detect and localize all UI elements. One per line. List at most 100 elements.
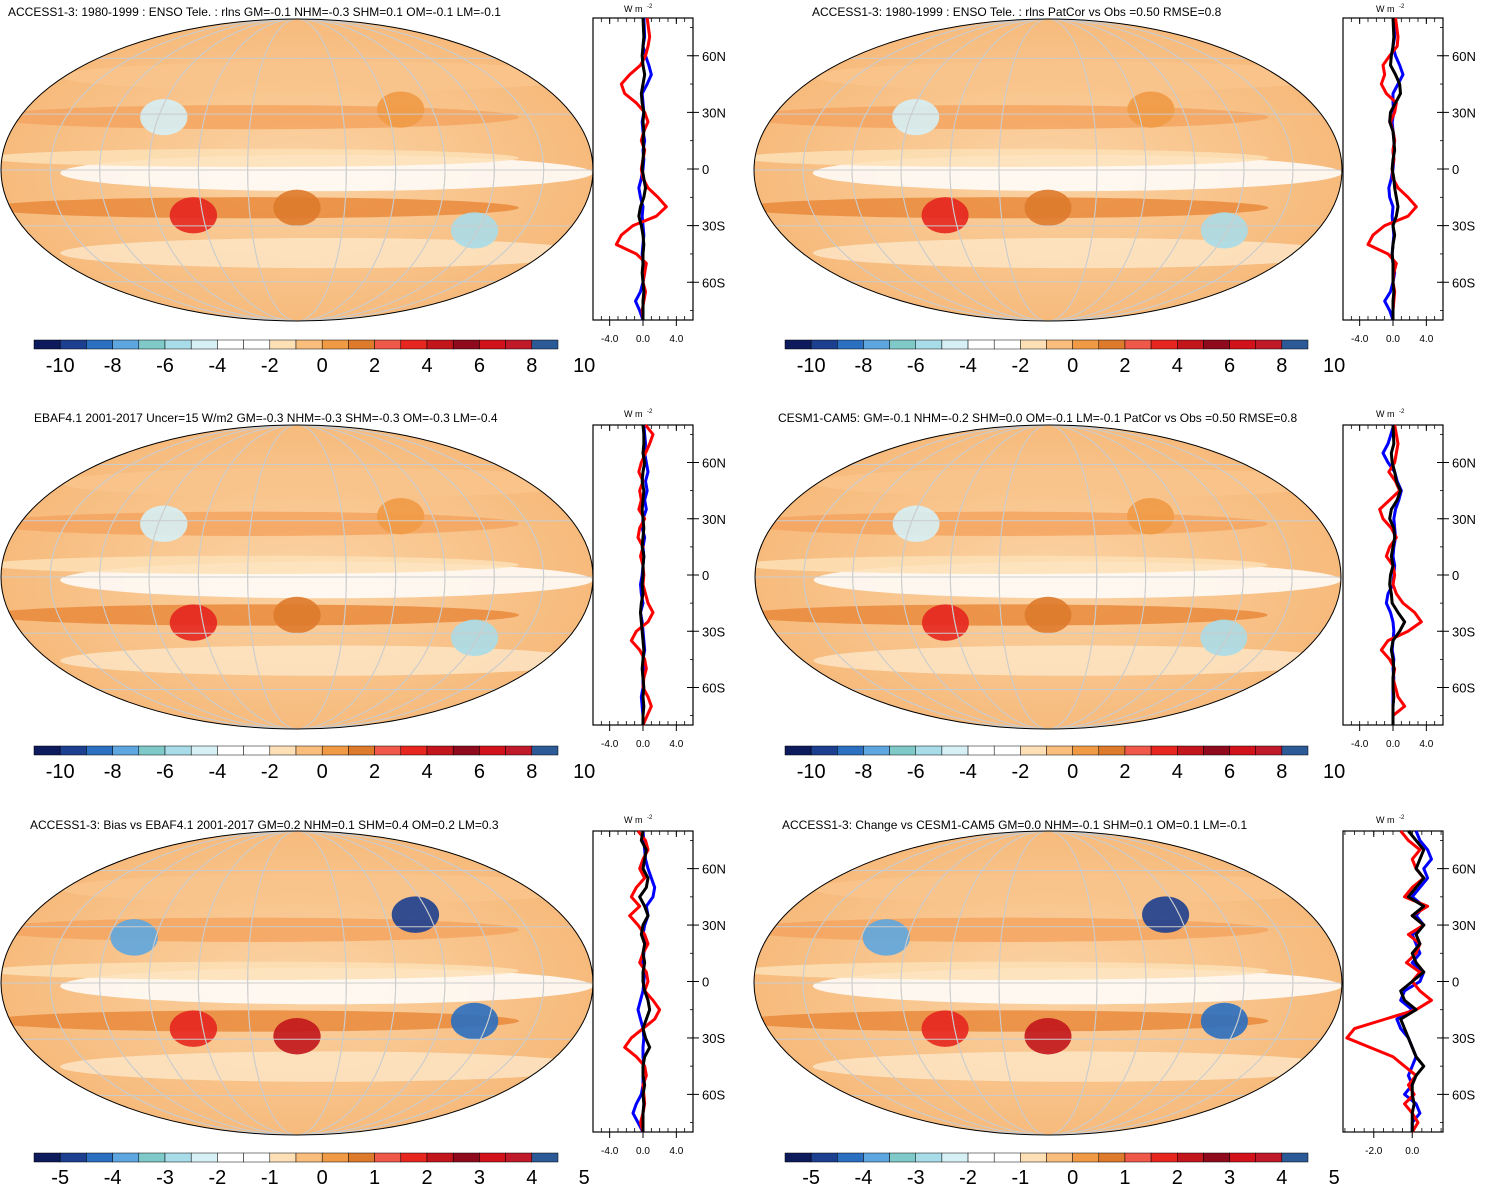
colorbar-swatch <box>1098 1152 1126 1163</box>
colorbar-tick-label: 5 <box>1329 1167 1340 1187</box>
map-anomaly-blob <box>1024 189 1072 226</box>
map-graticule-longitude <box>247 19 347 321</box>
zonal-series-black <box>639 424 647 725</box>
map-graticule-longitude <box>851 19 1245 321</box>
colorbar-swatch <box>1020 339 1047 350</box>
zonal-y-tick-label: 0 <box>1452 162 1459 177</box>
colorbar-swatch <box>1020 745 1047 756</box>
map-anomaly-band <box>754 148 1269 167</box>
map-anomaly-band <box>755 604 1268 626</box>
map-anomaly-band <box>1 1010 519 1032</box>
colorbar-tick-label: 0 <box>1067 761 1078 783</box>
zonal-series-black <box>637 17 647 320</box>
colorbar-tick-label: 4 <box>421 355 432 377</box>
colorbar-swatch <box>164 745 192 756</box>
colorbar-tick-label: -10 <box>797 761 826 783</box>
map-anomaly-band <box>60 237 593 269</box>
colorbar-swatch <box>138 339 166 350</box>
colorbar-swatch <box>993 1152 1021 1163</box>
colorbar-tick-label: 6 <box>474 355 485 377</box>
colorbar-tick-label: 0 <box>317 761 328 783</box>
colorbar-swatch <box>1281 745 1309 756</box>
colorbar-tick-label: -1 <box>261 1167 279 1187</box>
colorbar-swatch <box>1046 339 1073 350</box>
zonal-y-tick-label: 30S <box>1452 219 1475 234</box>
colorbar-swatch <box>400 339 428 350</box>
colorbar-tick-label: -4 <box>104 1167 122 1187</box>
colorbar-tick-label: -6 <box>907 761 925 783</box>
zonal-x-tick-label: 4.0 <box>1419 739 1433 750</box>
map-graticule-longitude <box>148 831 446 1135</box>
colorbar-tick-label: -1 <box>1011 1167 1029 1187</box>
colorbar-swatch <box>1020 1152 1047 1163</box>
panel-1-colorbar: -10 -8 -6 -4 -2 0 2 4 6 8 10 <box>33 339 595 377</box>
colorbar-tick-label: 0 <box>317 355 328 377</box>
colorbar-tick-label: -6 <box>156 761 174 783</box>
colorbar-swatch <box>967 745 995 756</box>
zonal-y-tick-label: 60N <box>1452 49 1476 64</box>
map-graticule-longitude <box>998 425 1098 729</box>
colorbar-swatch <box>33 339 61 350</box>
map-graticule-longitude <box>99 831 495 1135</box>
colorbar-swatch <box>967 339 995 350</box>
colorbar-swatch <box>1177 339 1204 350</box>
colorbar-swatch <box>941 745 969 756</box>
zonal-y-tick-label: 0 <box>1452 975 1459 990</box>
panel-3-colorbar: -10 -8 -6 -4 -2 0 2 4 6 8 10 <box>33 745 595 783</box>
colorbar-swatch <box>217 339 244 350</box>
map-anomaly-blob <box>922 604 969 641</box>
map-anomaly-blob <box>1024 596 1072 634</box>
colorbar-tick-label: 8 <box>1276 355 1287 377</box>
colorbar-swatch <box>190 745 218 756</box>
zonal-y-tick-label: 60S <box>702 1087 725 1102</box>
panel-5: ACCESS1-3: Bias vs EBAF4.1 2001-2017 GM=… <box>0 815 726 1187</box>
map-graticule-longitude <box>852 425 1244 729</box>
zonal-x-tick-label: 4.0 <box>669 1146 683 1157</box>
zonal-unit-label: W m <box>1376 4 1395 14</box>
map-anomaly-band <box>812 61 1342 92</box>
zonal-y-tick-label: 30N <box>1452 512 1476 527</box>
colorbar-swatch <box>889 745 916 756</box>
panel-6-map <box>753 830 1343 1136</box>
map-anomaly-band <box>1 197 519 219</box>
colorbar-tick-label: -2 <box>1011 761 1029 783</box>
colorbar-tick-label: 2 <box>1119 761 1130 783</box>
colorbar-swatch <box>784 745 812 756</box>
zonal-y-tick-label: 30N <box>702 918 726 933</box>
colorbar-swatch <box>1046 745 1073 756</box>
colorbar-swatch <box>1072 339 1100 350</box>
colorbar-tick-label: -4 <box>959 355 977 377</box>
colorbar-swatch <box>1177 745 1204 756</box>
map-anomaly-band <box>1 961 519 980</box>
colorbar-tick-label: 0 <box>317 1167 328 1187</box>
map-anomaly-blob <box>273 189 321 226</box>
colorbar-swatch <box>863 745 890 756</box>
colorbar-tick-label: -6 <box>907 355 925 377</box>
map-graticule-longitude <box>197 425 397 729</box>
colorbar-tick-label: 6 <box>1224 355 1235 377</box>
colorbar-swatch <box>941 1152 969 1163</box>
colorbar-tick-label: 8 <box>1276 761 1287 783</box>
map-anomaly-blob <box>273 1017 321 1055</box>
colorbar-swatch <box>321 339 349 350</box>
zonal-x-tick-label: -4.0 <box>601 739 619 750</box>
colorbar-tick-label: 2 <box>1119 355 1130 377</box>
colorbar-tick-label: 2 <box>421 1167 432 1187</box>
zonal-unit-label: W m <box>624 409 643 419</box>
colorbar-swatch <box>505 1152 533 1163</box>
colorbar-swatch <box>112 745 140 756</box>
zonal-unit-label: W m <box>1376 409 1395 419</box>
zonal-x-tick-label: 0.0 <box>1386 334 1400 345</box>
map-anomaly-band <box>1 511 519 536</box>
colorbar-swatch <box>452 339 480 350</box>
panel-2-map <box>753 18 1343 322</box>
zonal-y-tick-label: 30S <box>702 219 725 234</box>
map-anomaly-band <box>754 1010 1269 1032</box>
map-anomaly-blob <box>1200 212 1248 249</box>
map-graticule-longitude <box>900 19 1196 321</box>
map-graticule-longitude <box>99 425 495 729</box>
map-anomaly-band <box>60 61 593 92</box>
zonal-x-tick-label: 0.0 <box>636 739 650 750</box>
zonal-unit-exponent: -2 <box>1399 409 1405 415</box>
